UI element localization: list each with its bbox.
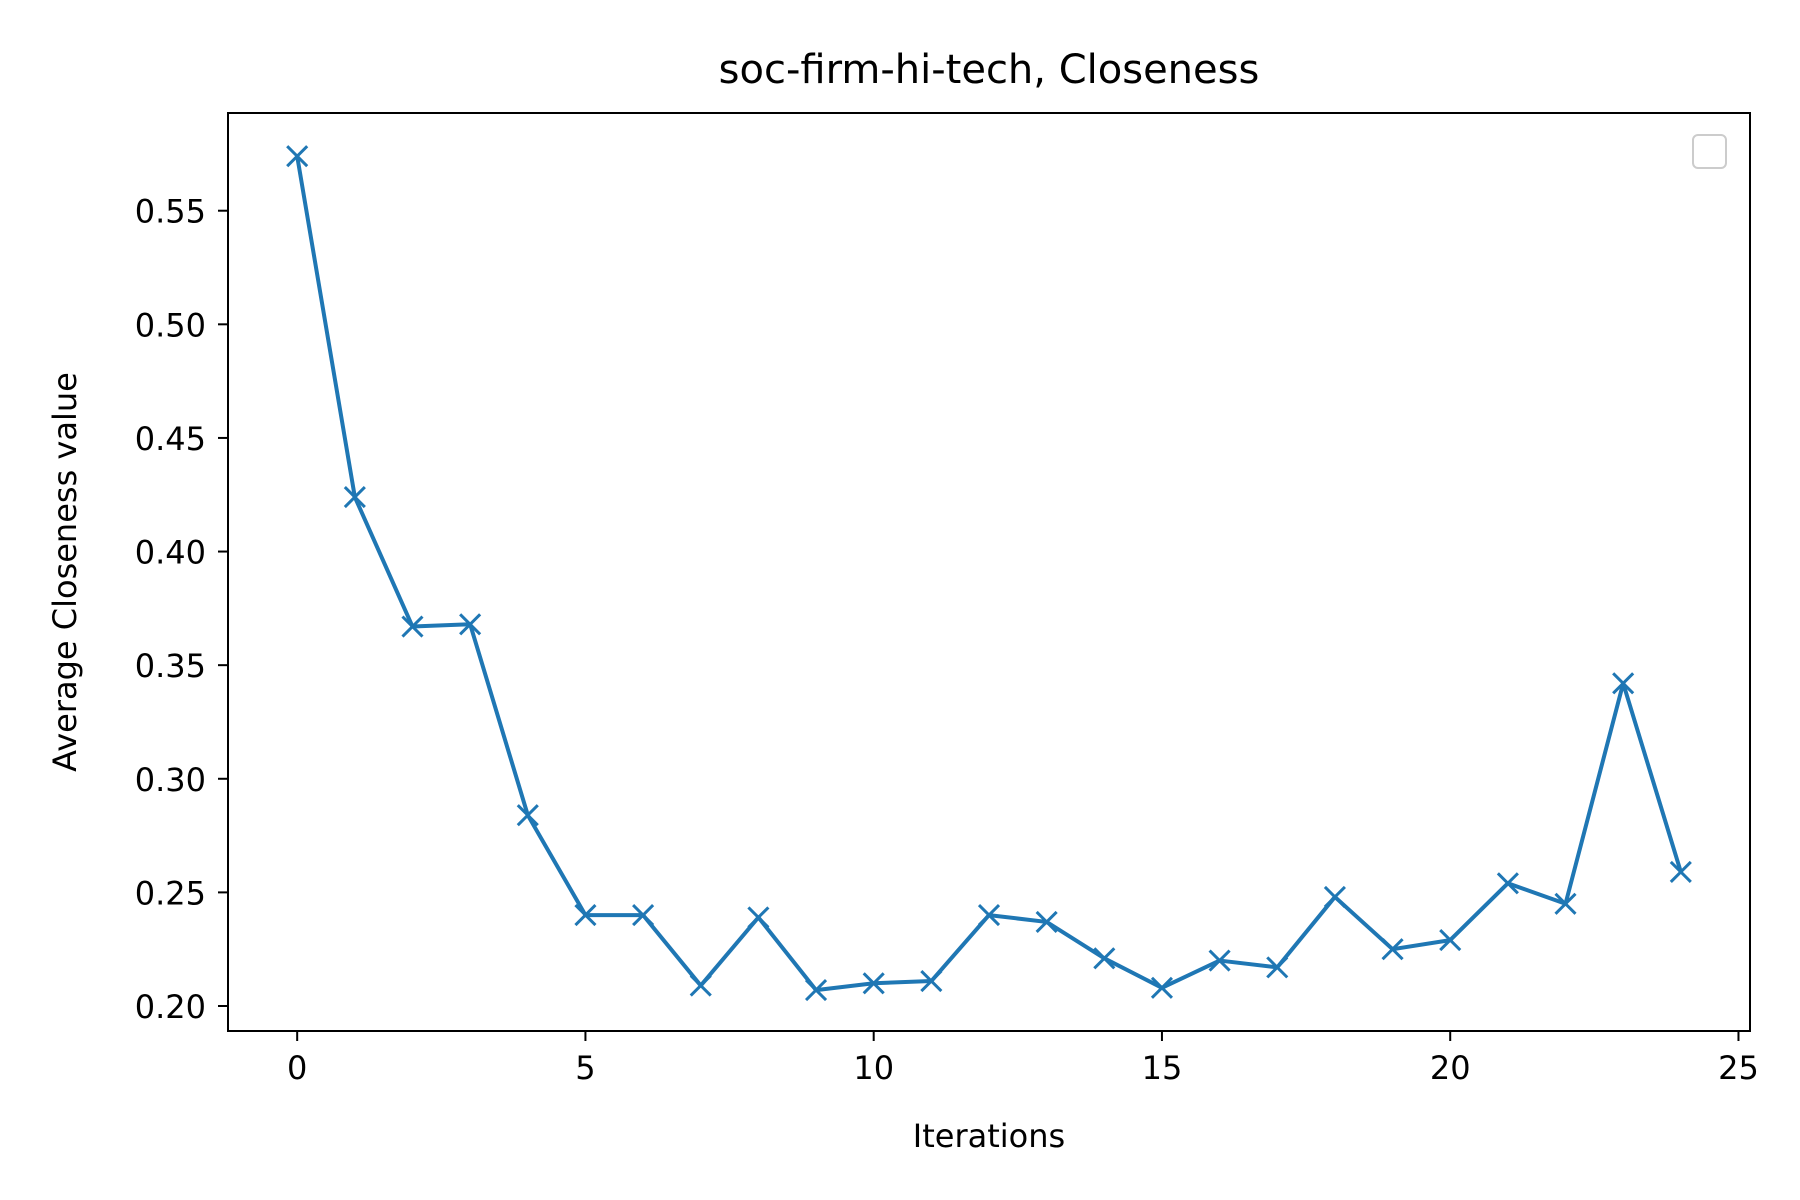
y-tick-label: 0.25 <box>135 874 206 912</box>
plot-frame <box>227 112 1751 1032</box>
data-point-marker <box>804 979 828 1002</box>
x-axis-title: Iterations <box>913 1117 1065 1155</box>
data-point-marker <box>862 972 885 995</box>
x-tick-label: 10 <box>853 1049 894 1087</box>
data-point-marker <box>977 904 1001 927</box>
data-point-marker <box>1612 672 1635 695</box>
x-tick-label: 20 <box>1430 1049 1471 1087</box>
y-tick-label: 0.45 <box>135 420 206 458</box>
x-axis: 0 5 10 15 20 25 <box>287 1031 1759 1087</box>
legend <box>1692 134 1727 169</box>
y-tick-label: 0.40 <box>135 534 206 572</box>
legend-box <box>1692 134 1727 169</box>
data-point-marker <box>1669 860 1692 884</box>
data-point-marker <box>1496 872 1519 895</box>
x-tick-label: 15 <box>1142 1049 1183 1087</box>
chart-title: soc-firm-hi-tech, Closeness <box>719 47 1260 93</box>
data-point-marker <box>689 974 712 997</box>
plot-area <box>286 145 1692 1002</box>
y-axis: 0.20 0.25 0.30 0.35 0.40 0.45 0.50 0.55 <box>135 193 228 1026</box>
data-point-marker <box>459 613 482 636</box>
data-point-marker <box>516 804 539 827</box>
data-point-marker <box>1093 947 1116 970</box>
data-point-marker <box>286 145 309 168</box>
data-point-marker <box>747 906 770 929</box>
data-point-marker <box>401 615 424 638</box>
data-point-marker <box>574 904 597 927</box>
data-point-marker <box>1035 910 1058 933</box>
data-point-marker <box>343 485 366 509</box>
y-tick-label: 0.20 <box>135 988 206 1026</box>
y-tick-label: 0.55 <box>135 193 206 231</box>
data-point-marker <box>1208 949 1231 972</box>
data-point-marker <box>1554 892 1577 915</box>
x-tick-label: 0 <box>287 1049 307 1087</box>
y-tick-label: 0.35 <box>135 647 206 685</box>
data-point-marker <box>1266 956 1289 979</box>
x-tick-label: 5 <box>575 1049 595 1087</box>
y-tick-label: 0.50 <box>135 306 206 344</box>
y-tick-label: 0.30 <box>135 761 206 799</box>
data-point-marker <box>1323 885 1346 908</box>
data-point-marker <box>1439 929 1462 952</box>
data-point-marker <box>632 904 655 927</box>
data-point-marker <box>1381 938 1404 961</box>
y-axis-title: Average Closeness value <box>46 372 84 772</box>
data-point-marker <box>920 969 943 993</box>
x-tick-label: 25 <box>1718 1049 1759 1087</box>
data-point-marker <box>1150 976 1174 999</box>
